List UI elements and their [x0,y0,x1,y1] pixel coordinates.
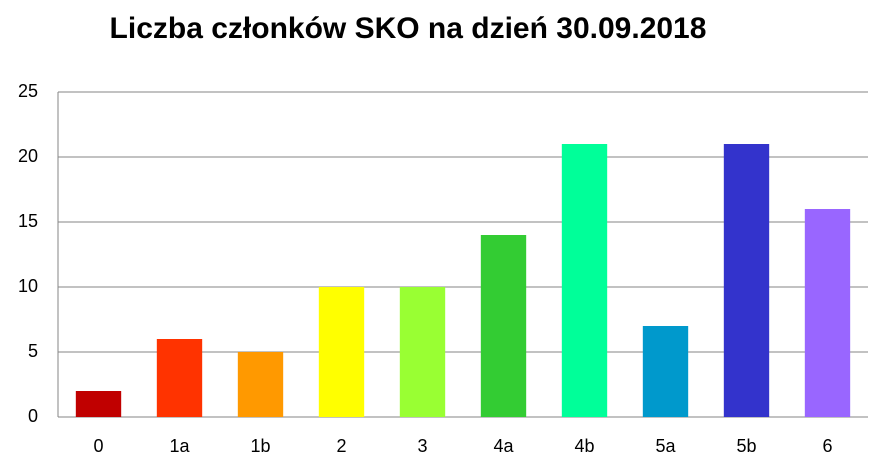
x-tick-label: 4b [574,436,594,456]
bar [804,209,851,417]
y-tick-label: 25 [18,81,38,101]
x-tick-label: 5a [655,436,676,456]
x-tick-label: 2 [336,436,346,456]
bar [75,391,122,417]
x-tick-label: 4a [493,436,514,456]
chart-title: Liczba członków SKO na dzień 30.09.2018 [110,12,707,45]
x-tick-label: 3 [417,436,427,456]
x-tick-label: 6 [822,436,832,456]
x-tick-label: 0 [93,436,103,456]
x-tick-label: 5b [736,436,756,456]
bar [561,144,608,417]
x-tick-label: 1a [169,436,190,456]
bar [480,235,527,417]
bar [237,352,284,417]
y-tick-label: 5 [28,341,38,361]
y-tick-label: 10 [18,276,38,296]
bar [399,287,446,417]
bar [318,287,365,417]
y-tick-label: 0 [28,406,38,426]
bar [156,339,203,417]
bar [642,326,689,417]
x-tick-label: 1b [250,436,270,456]
bar [723,144,770,417]
y-tick-label: 15 [18,211,38,231]
y-tick-label: 20 [18,146,38,166]
